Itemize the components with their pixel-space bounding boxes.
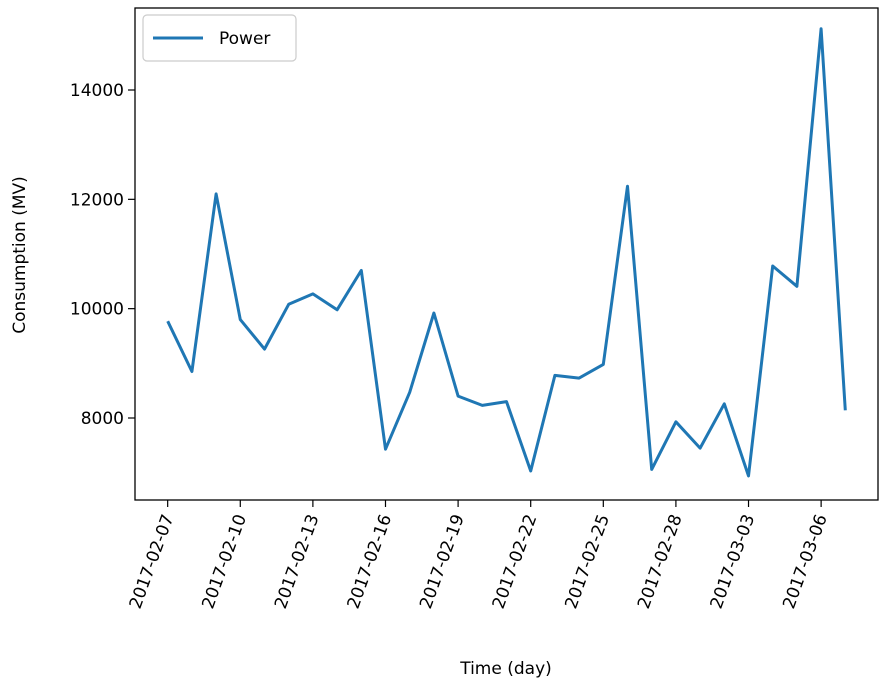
x-tick-label: 2017-02-25	[561, 512, 614, 612]
plot-area-frame	[134, 7, 879, 501]
legend: Power	[142, 14, 297, 62]
y-tick-label: 8000	[81, 409, 124, 429]
legend-box	[142, 14, 297, 62]
x-tick-label: 2017-02-13	[271, 512, 324, 612]
x-tick-label: 2017-02-22	[489, 512, 542, 612]
x-tick-label: 2017-03-03	[707, 512, 760, 612]
x-tick-label: 2017-02-07	[126, 512, 179, 612]
y-axis-label: Consumption (MV)	[10, 176, 30, 334]
legend-label-power: Power	[219, 29, 270, 49]
x-tick-label: 2017-02-10	[198, 512, 251, 612]
y-axis-ticks: 8000 10000 12000 14000	[70, 81, 135, 429]
y-tick-label: 12000	[70, 190, 124, 210]
y-tick-label: 14000	[70, 81, 124, 101]
y-tick-label: 10000	[70, 300, 124, 320]
x-tick-label: 2017-02-16	[344, 512, 397, 612]
x-axis-ticks: 2017-02-07 2017-02-10 2017-02-13 2017-02-16…	[126, 500, 832, 612]
x-tick-label: 2017-03-06	[779, 512, 832, 612]
x-tick-label: 2017-02-19	[416, 512, 469, 612]
x-axis-label: Time (day)	[459, 659, 552, 679]
x-tick-label: 2017-02-28	[634, 512, 687, 612]
series-power-line	[166, 27, 847, 478]
